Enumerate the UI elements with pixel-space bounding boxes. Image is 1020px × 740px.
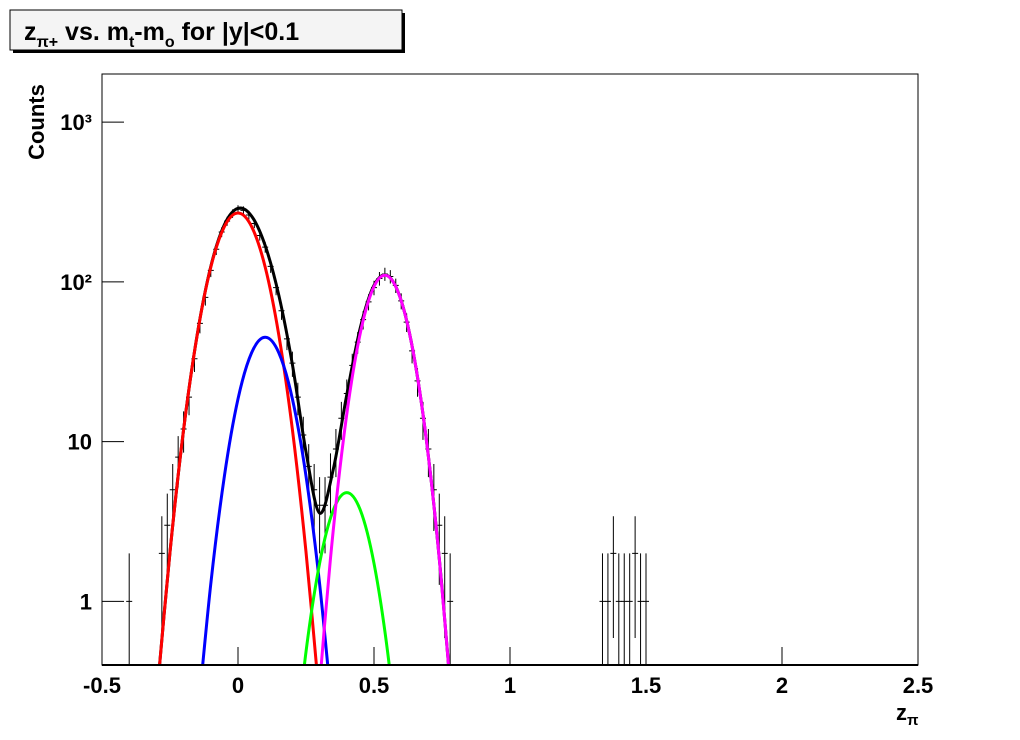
title-text: for |y|<0.1 bbox=[175, 18, 300, 46]
x-tick-label: 0 bbox=[232, 673, 244, 698]
x-label-subscript: π bbox=[907, 712, 919, 729]
data-point bbox=[626, 553, 633, 665]
fit-curve bbox=[302, 491, 391, 665]
data-point bbox=[447, 553, 454, 665]
data-point bbox=[637, 553, 644, 665]
x-axis-label: zπ bbox=[896, 700, 919, 729]
title-box bbox=[9, 9, 403, 51]
y-tick-label: 10³ bbox=[60, 110, 92, 135]
x-tick-label: 2.5 bbox=[903, 673, 934, 698]
title-subscript: π+ bbox=[37, 34, 59, 51]
data-point bbox=[615, 553, 622, 665]
x-tick-label: -0.5 bbox=[83, 673, 121, 698]
x-tick-label: 1 bbox=[504, 673, 516, 698]
fit-curve bbox=[201, 335, 330, 665]
fit-curve bbox=[158, 211, 318, 665]
data-point bbox=[158, 516, 165, 639]
data-point bbox=[610, 516, 617, 639]
x-tick-label: 1.5 bbox=[631, 673, 662, 698]
data-point bbox=[621, 553, 628, 665]
y-tick-label: 10 bbox=[68, 430, 92, 455]
data-point bbox=[604, 553, 611, 665]
title-text: -m bbox=[134, 18, 165, 46]
fit-curve bbox=[319, 273, 451, 665]
plot-area bbox=[126, 205, 649, 665]
x-tick-label: 2 bbox=[776, 673, 788, 698]
x-tick-label: 0.5 bbox=[359, 673, 390, 698]
x-label-text: z bbox=[896, 700, 907, 725]
title-text: z bbox=[24, 18, 37, 46]
y-tick-label: 1 bbox=[80, 589, 92, 614]
y-tick-label: 10² bbox=[60, 270, 92, 295]
chart-title: zπ+ vs. mt-mo for |y|<0.1 bbox=[24, 18, 299, 51]
data-point bbox=[126, 553, 133, 665]
title-subscript: t bbox=[129, 34, 135, 51]
title-text: vs. m bbox=[58, 18, 129, 46]
y-axis-label: Counts bbox=[24, 84, 49, 160]
data-point bbox=[599, 553, 606, 665]
title-subscript: o bbox=[165, 34, 175, 51]
data-point bbox=[632, 516, 639, 639]
data-point bbox=[643, 553, 649, 665]
